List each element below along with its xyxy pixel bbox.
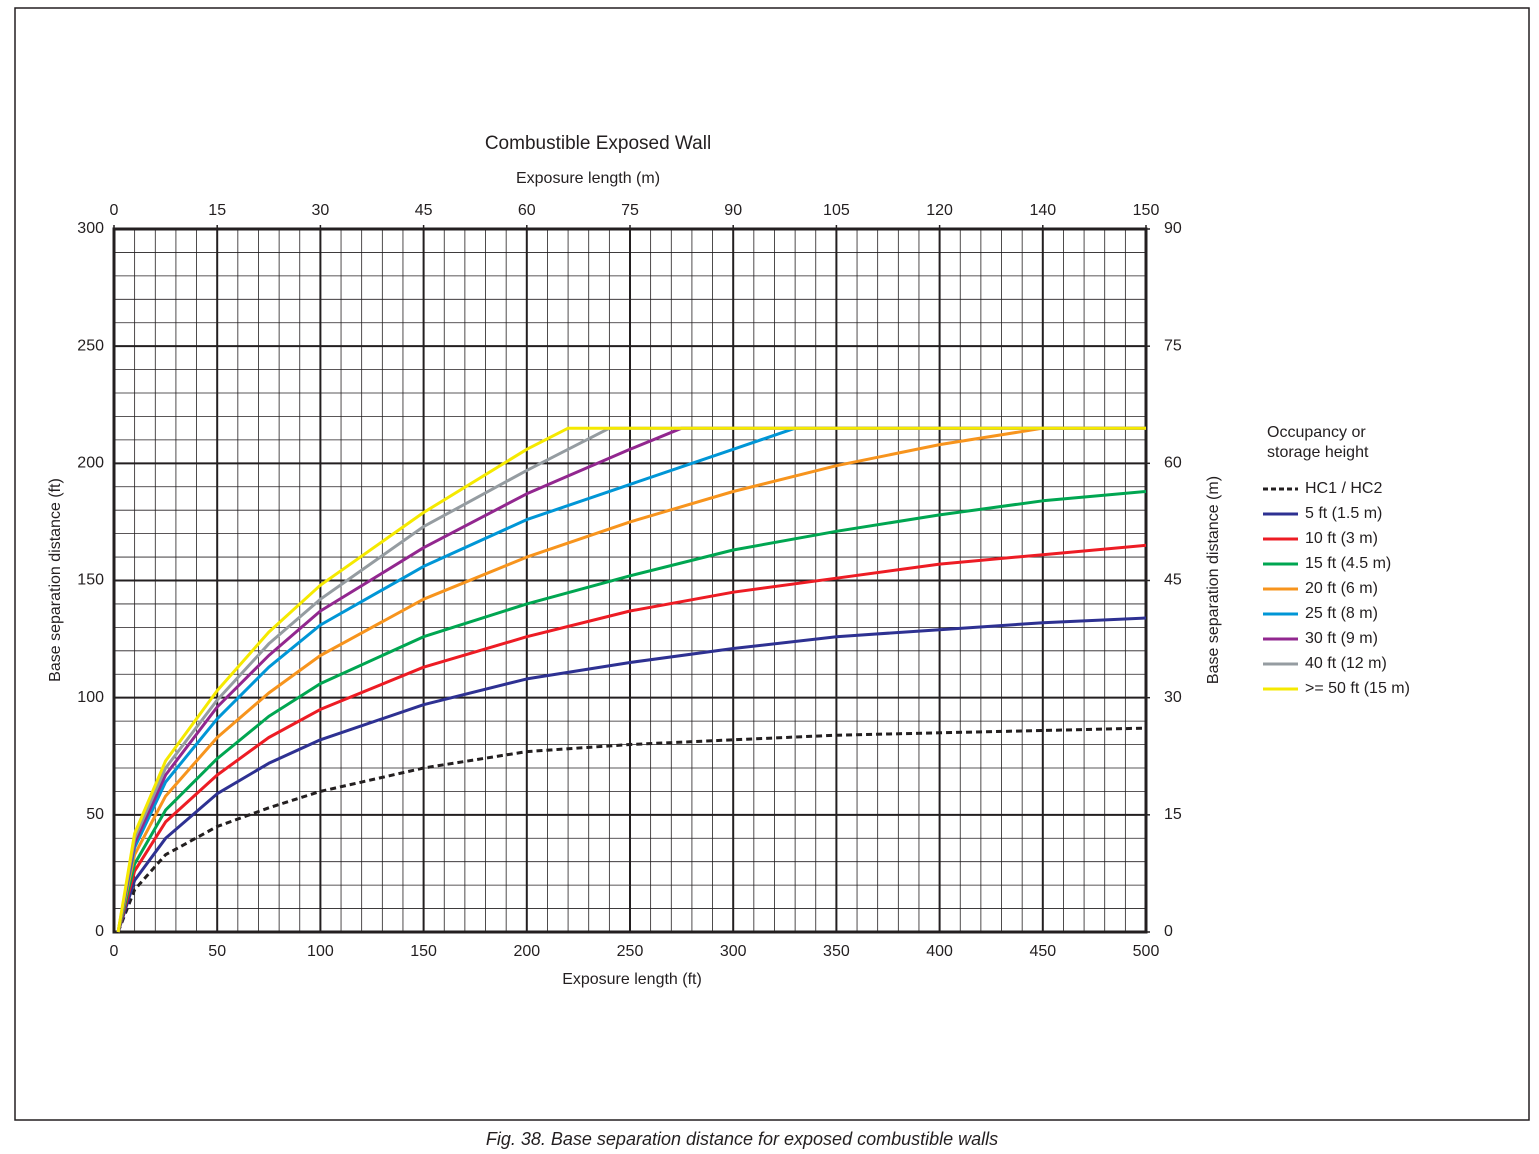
legend-label: 10 ft (3 m) <box>1305 530 1378 547</box>
y2-tick-label: 75 <box>1164 337 1182 354</box>
legend-label: 30 ft (9 m) <box>1305 630 1378 647</box>
series-line <box>116 426 1146 933</box>
top-axis-label: Exposure length (m) <box>516 170 660 187</box>
top-tick-label: 60 <box>518 202 536 219</box>
x-tick-label: 400 <box>926 943 953 960</box>
y2-tick-label: 0 <box>1164 923 1173 940</box>
top-tick-label: 15 <box>208 202 226 219</box>
top-tick-label: 105 <box>823 202 850 219</box>
legend-label: 40 ft (12 m) <box>1305 655 1387 672</box>
top-tick-label: 120 <box>926 202 953 219</box>
legend-label: HC1 / HC2 <box>1305 480 1382 497</box>
y-tick-label: 100 <box>77 689 104 706</box>
series-line <box>116 616 1147 933</box>
legend-label: 5 ft (1.5 m) <box>1305 505 1382 522</box>
series-line <box>116 426 1146 933</box>
x-tick-label: 300 <box>720 943 747 960</box>
legend-label: 15 ft (4.5 m) <box>1305 555 1391 572</box>
series-line <box>116 543 1147 933</box>
legend-label: 20 ft (6 m) <box>1305 580 1378 597</box>
top-tick-label: 30 <box>312 202 330 219</box>
y2-tick-label: 45 <box>1164 572 1182 589</box>
top-tick-label: 45 <box>415 202 433 219</box>
plot-frame <box>112 227 1148 934</box>
x-tick-label: 500 <box>1133 943 1160 960</box>
caption: Fig. 38. Base separation distance for ex… <box>486 1129 998 1149</box>
y2-axis-label: Base separation distance (m) <box>1205 476 1222 684</box>
y2-tick-label: 15 <box>1164 806 1182 823</box>
y2-tick-label: 30 <box>1164 689 1182 706</box>
x-tick-label: 350 <box>823 943 850 960</box>
series-line <box>116 426 1146 933</box>
legend-title: Occupancy or <box>1267 424 1366 441</box>
top-tick-label: 140 <box>1029 202 1056 219</box>
y-tick-label: 150 <box>77 572 104 589</box>
top-tick-label: 150 <box>1133 202 1160 219</box>
top-tick-label: 75 <box>621 202 639 219</box>
series-line <box>116 726 1147 933</box>
y-tick-label: 0 <box>95 923 104 940</box>
x-tick-label: 150 <box>410 943 437 960</box>
x-tick-label: 50 <box>208 943 226 960</box>
series-line <box>116 490 1147 933</box>
y-tick-label: 250 <box>77 337 104 354</box>
series-line <box>116 426 1146 933</box>
legend-label: 25 ft (8 m) <box>1305 605 1378 622</box>
legend-title: storage height <box>1267 444 1369 461</box>
series-line <box>116 426 1146 933</box>
y2-tick-label: 60 <box>1164 455 1182 472</box>
y-tick-label: 50 <box>86 806 104 823</box>
x-tick-label: 250 <box>617 943 644 960</box>
x-tick-label: 0 <box>110 943 119 960</box>
x-tick-label: 450 <box>1029 943 1056 960</box>
chart-title: Combustible Exposed Wall <box>485 133 711 154</box>
x-axis-label: Exposure length (ft) <box>562 971 702 988</box>
x-tick-label: 200 <box>513 943 540 960</box>
top-tick-label: 90 <box>724 202 742 219</box>
x-tick-label: 100 <box>307 943 334 960</box>
y-tick-label: 300 <box>77 220 104 237</box>
figure-border <box>14 7 1530 1121</box>
top-tick-label: 0 <box>110 202 119 219</box>
y2-tick-label: 90 <box>1164 220 1182 237</box>
y-tick-label: 200 <box>77 455 104 472</box>
y-axis-label: Base separation distance (ft) <box>47 478 64 682</box>
legend-label: >= 50 ft (15 m) <box>1305 680 1410 697</box>
